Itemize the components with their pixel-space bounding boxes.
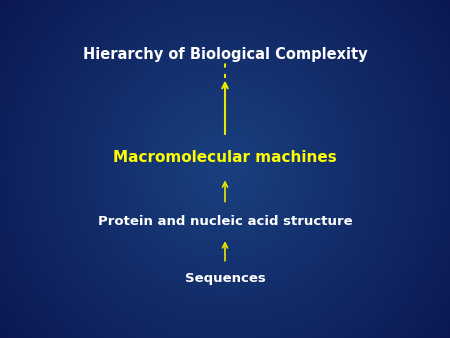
Text: Macromolecular machines: Macromolecular machines: [113, 150, 337, 165]
Text: Protein and nucleic acid structure: Protein and nucleic acid structure: [98, 215, 352, 228]
Text: Sequences: Sequences: [184, 272, 266, 285]
Text: Hierarchy of Biological Complexity: Hierarchy of Biological Complexity: [83, 47, 367, 62]
